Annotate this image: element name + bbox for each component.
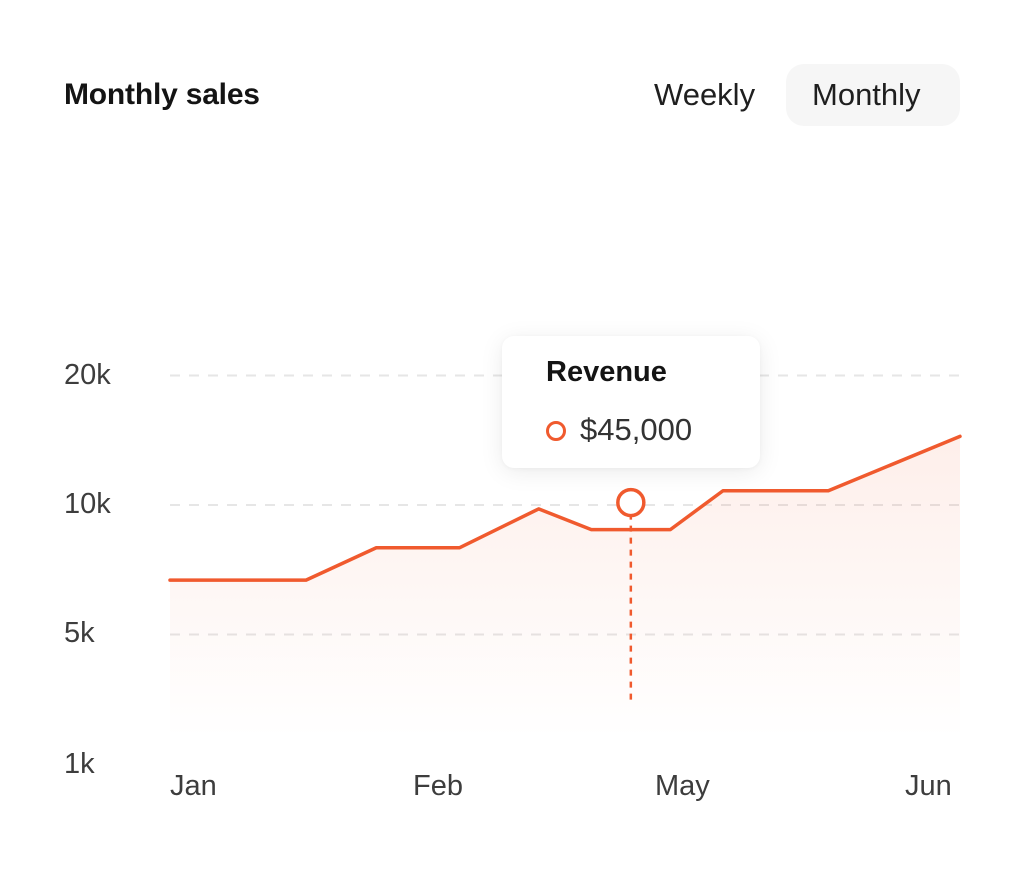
y-tick-label-1k: 1k: [64, 748, 95, 780]
y-tick-label-5k: 5k: [64, 617, 95, 649]
series-marker-icon: [546, 421, 566, 441]
revenue-area-fill: [170, 436, 960, 738]
chart-title: Monthly sales: [64, 78, 260, 111]
y-tick-label-20k: 20k: [64, 359, 111, 391]
tooltip-title: Revenue: [546, 356, 667, 388]
x-tick-label-jun: Jun: [905, 770, 952, 802]
x-tick-label-may: May: [655, 770, 710, 802]
y-tick-label-10k: 10k: [64, 488, 111, 520]
tooltip-value: $45,000: [580, 412, 693, 447]
hover-point-marker[interactable]: [616, 487, 646, 518]
toggle-monthly[interactable]: Monthly: [786, 64, 960, 126]
toggle-weekly[interactable]: Weekly: [654, 77, 756, 112]
revenue-series-line: [168, 434, 962, 582]
x-tick-label-feb: Feb: [413, 770, 463, 802]
revenue-tooltip: Revenue $45,000: [502, 336, 760, 468]
x-tick-label-jan: Jan: [170, 770, 217, 802]
